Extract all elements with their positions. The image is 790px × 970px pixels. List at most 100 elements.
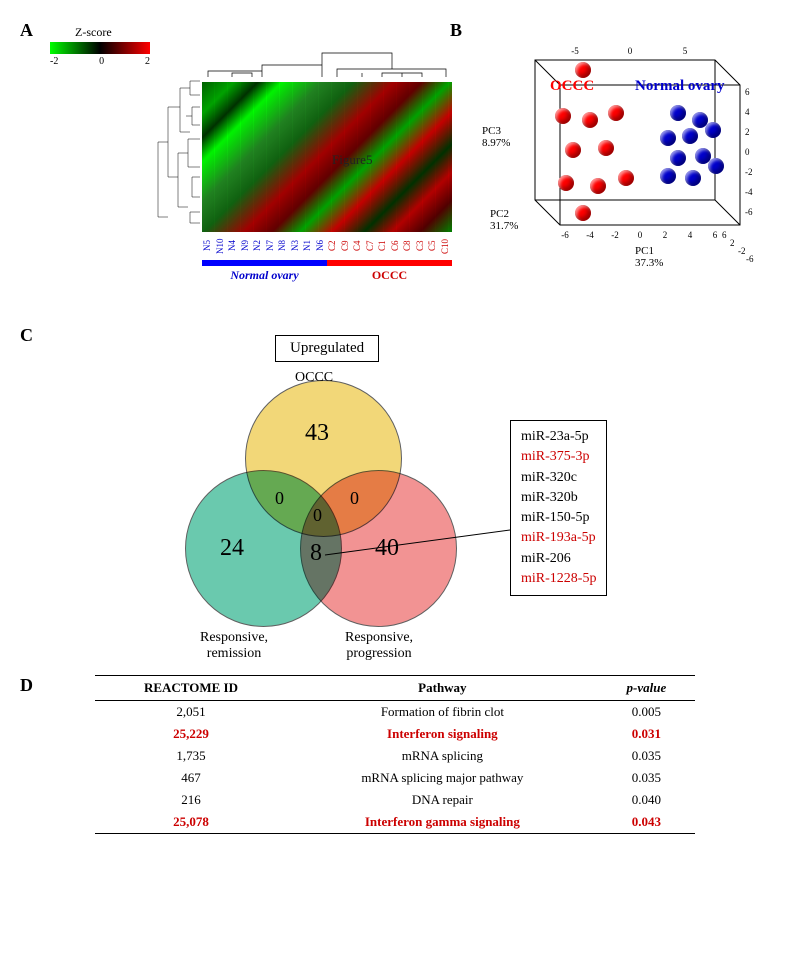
pca-point-occc: [565, 142, 581, 158]
mirna-item: miR-23a-5p: [521, 427, 596, 447]
pathway-table: REACTOME ID Pathway p-value 2,051Formati…: [95, 675, 695, 834]
normal-bar: [202, 260, 327, 266]
pca-point-occc: [618, 170, 634, 186]
table-cell: 0.040: [598, 789, 695, 811]
zscore-legend: Z-score -2 0 2: [50, 25, 150, 67]
mirna-list-box: miR-23a-5pmiR-375-3pmiR-320cmiR-320bmiR-…: [510, 420, 607, 596]
th-pval: p-value: [598, 676, 695, 701]
th-id: REACTOME ID: [95, 676, 287, 701]
svg-text:2: 2: [663, 230, 668, 240]
sample-label: N1: [302, 232, 315, 260]
mirna-item: miR-206: [521, 549, 596, 569]
pca-point-normal: [670, 150, 686, 166]
group-bars: [202, 260, 452, 266]
sample-label: N5: [202, 232, 215, 260]
svg-text:4: 4: [688, 230, 693, 240]
svg-text:2: 2: [730, 238, 735, 248]
svg-text:-6: -6: [745, 207, 753, 217]
normal-group-label: Normal ovary: [202, 268, 327, 283]
sample-label: C5: [427, 232, 440, 260]
pca-point-normal: [660, 130, 676, 146]
svg-text:-2: -2: [738, 246, 746, 256]
svg-text:6: 6: [713, 230, 718, 240]
svg-text:0: 0: [638, 230, 643, 240]
venn-label-rr: Responsive,remission: [200, 630, 268, 662]
row-dendrogram: [150, 77, 200, 227]
pca-point-normal: [705, 122, 721, 138]
table-cell: 25,229: [95, 723, 287, 745]
pc3-label: PC38.97%: [482, 125, 510, 149]
zscore-tick: 0: [99, 56, 104, 67]
zscore-colorbar: [50, 42, 150, 54]
venn-count-occc: 43: [305, 420, 329, 447]
pc1-label: PC137.3%: [635, 245, 663, 269]
svg-text:2: 2: [745, 127, 750, 137]
venn-int-occc-rp: 0: [350, 488, 359, 509]
mirna-item: miR-150-5p: [521, 508, 596, 528]
svg-text:-4: -4: [745, 187, 753, 197]
occc-bar: [327, 260, 452, 266]
sample-label: C4: [352, 232, 365, 260]
venn-diagram: OCCC 43 0 0 0 24 8 40 Responsive,remissi…: [150, 370, 490, 630]
sample-labels: N5N10N4N9N2N7N8N3N1N6C2C9C4C7C1C6C8C3C5C…: [202, 232, 452, 260]
pc2-label: PC231.7%: [490, 208, 518, 232]
table-cell: Interferon signaling: [287, 723, 598, 745]
pca-point-occc: [558, 175, 574, 191]
table-cell: 0.031: [598, 723, 695, 745]
pca-plot: -505 642 0-2-4-6 62-2-6 -6-4-2 0246 OCCC…: [480, 40, 760, 270]
venn-count-rr: 24: [220, 535, 244, 562]
svg-text:0: 0: [745, 147, 750, 157]
svg-text:6: 6: [722, 230, 727, 240]
zscore-title: Z-score: [75, 25, 150, 40]
svg-text:-6: -6: [746, 254, 754, 264]
figure-overlay-text: Figure5: [332, 152, 372, 168]
table-cell: 216: [95, 789, 287, 811]
table-cell: 25,078: [95, 811, 287, 834]
panel-a-label: A: [20, 20, 33, 41]
upregulated-title: Upregulated: [275, 335, 379, 362]
zscore-tick: -2: [50, 56, 58, 67]
pca-points: [520, 50, 730, 220]
table-cell: 467: [95, 767, 287, 789]
pca-point-occc: [575, 205, 591, 221]
svg-text:-4: -4: [586, 230, 594, 240]
sample-label: N3: [290, 232, 303, 260]
table-row: 25,078Interferon gamma signaling0.043: [95, 811, 695, 834]
mirna-item: miR-193a-5p: [521, 528, 596, 548]
sample-label: C6: [390, 232, 403, 260]
mirna-item: miR-375-3p: [521, 447, 596, 467]
pca-point-occc: [608, 105, 624, 121]
table-row: 1,735mRNA splicing0.035: [95, 745, 695, 767]
table-cell: 0.035: [598, 745, 695, 767]
pca-point-normal: [660, 168, 676, 184]
pca-point-occc: [582, 112, 598, 128]
sample-label: N8: [277, 232, 290, 260]
table-row: 25,229Interferon signaling0.031: [95, 723, 695, 745]
sample-label: C1: [377, 232, 390, 260]
sample-label: C9: [340, 232, 353, 260]
mirna-item: miR-320b: [521, 488, 596, 508]
heatmap: Figure5: [202, 82, 452, 232]
sample-label: N10: [215, 232, 228, 260]
pca-point-normal: [708, 158, 724, 174]
column-dendrogram: [202, 45, 452, 77]
table-cell: 0.043: [598, 811, 695, 834]
table-cell: mRNA splicing major pathway: [287, 767, 598, 789]
venn-label-occc: OCCC: [295, 370, 333, 386]
table-cell: 0.035: [598, 767, 695, 789]
mirna-item: miR-320c: [521, 468, 596, 488]
pca-point-normal: [682, 128, 698, 144]
figure: A Z-score -2 0 2 Figure5 N5N10N4N9N2N7N8…: [20, 20, 770, 834]
occc-group-label: OCCC: [327, 268, 452, 283]
venn-label-rp: Responsive,progression: [345, 630, 413, 662]
svg-text:-2: -2: [745, 167, 753, 177]
svg-text:6: 6: [745, 87, 750, 97]
pca-point-occc: [598, 140, 614, 156]
sample-label: N9: [240, 232, 253, 260]
panel-b-label: B: [450, 20, 462, 41]
sample-label: N7: [265, 232, 278, 260]
table-cell: mRNA splicing: [287, 745, 598, 767]
pca-point-normal: [685, 170, 701, 186]
panel-d-label: D: [20, 675, 33, 696]
zscore-ticks: -2 0 2: [50, 56, 150, 67]
